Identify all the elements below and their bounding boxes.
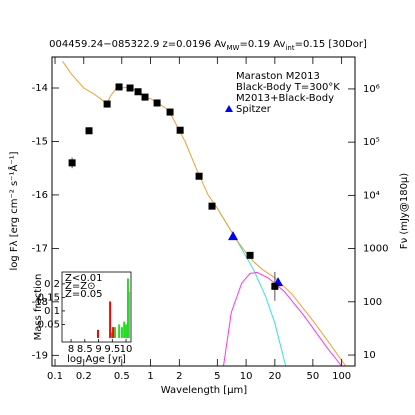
legend-label: M2013+Black-Body	[236, 93, 334, 104]
x-axis-label: Wavelength [μm]	[161, 385, 248, 396]
inset-bar	[114, 327, 117, 338]
chart-title: 004459.24−085322.9 z=0.0196 AvMW=0.19 Av…	[49, 39, 367, 52]
legend-label: Spitzer	[236, 104, 272, 115]
inset-x-label: log Age [yr]	[67, 354, 126, 365]
inset-bar	[109, 301, 112, 338]
legend-label: Black-Body T=300°K	[236, 82, 340, 93]
inset-bar	[120, 327, 123, 338]
y-tick-label: -15	[32, 136, 48, 147]
x-tick-label: 0.5	[114, 371, 130, 382]
photometry-point	[195, 172, 203, 180]
inset-y-tick-label: 0.15	[38, 292, 60, 303]
title-part: MW	[226, 44, 239, 52]
inset-bar	[123, 321, 126, 338]
title-part: 004459.24−085322.9 z=0.0196 Av	[49, 39, 226, 50]
x-tick-label: 20	[268, 371, 281, 382]
y-tick-label: -16	[32, 190, 48, 201]
inset-bar	[111, 332, 114, 338]
y2-tick-label: 10	[363, 350, 376, 361]
x-tick-label: 100	[332, 371, 351, 382]
x-tick-label: 0.2	[76, 371, 92, 382]
x-tick-label: 2	[176, 371, 182, 382]
photometry-point	[166, 108, 174, 116]
spitzer-point	[228, 231, 239, 241]
inset-bar	[97, 329, 100, 338]
y-tick-label: -19	[32, 350, 48, 361]
inset-legend-label: Z<0.01	[65, 273, 103, 284]
y2-tick-label: 10⁶	[363, 84, 380, 95]
photometry-point	[176, 126, 184, 134]
x-tick-label: 1	[147, 371, 153, 382]
inset-y-tick-label: 0.2	[44, 279, 60, 290]
inset-x-tick-label: 8.5	[77, 344, 93, 355]
photometry-point	[141, 93, 149, 101]
plot-frame	[51, 56, 356, 367]
legend-label: Maraston M2013	[236, 71, 320, 82]
inset-x-tick-label: 9	[95, 344, 101, 355]
inset-x-tick-label: 10	[120, 344, 133, 355]
model-line	[223, 271, 342, 366]
y2-tick-label: 10⁴	[363, 190, 380, 201]
y-tick-label: -17	[32, 243, 48, 254]
y-axis-label: log Fλ [erg cm⁻² s⁻¹Å⁻¹]	[7, 151, 20, 270]
photometry-point	[68, 159, 76, 167]
y2-axis-label: Fν (mJy@180μ)	[399, 173, 410, 249]
inset-y-label: Mass fraction	[33, 274, 44, 341]
photometry-point	[271, 282, 279, 290]
inset-bar	[112, 327, 115, 338]
inset-legend-label: Z=Z⊙	[65, 281, 95, 292]
photometry-point	[126, 84, 134, 92]
title-part: =0.19 Av	[239, 39, 285, 50]
x-tick-label: 10	[240, 371, 253, 382]
photometry-point	[208, 202, 216, 210]
y-tick-label: -14	[32, 83, 48, 94]
inset-bar	[125, 324, 128, 338]
photometry-point	[246, 251, 254, 259]
y2-tick-label: 10⁵	[363, 137, 380, 148]
x-tick-label: 0.1	[47, 371, 63, 382]
inset-x-tick-label: 9.5	[104, 344, 120, 355]
y2-tick-label: 100	[363, 297, 382, 308]
photometry-point	[153, 99, 161, 107]
inset-bar	[118, 324, 121, 338]
inset-bar	[127, 292, 130, 338]
x-tick-label: 5	[214, 371, 220, 382]
photometry-point	[103, 100, 111, 108]
x-tick-label: 50	[307, 371, 320, 382]
photometry-point	[115, 83, 123, 91]
photometry-point	[134, 88, 142, 96]
inset-legend-label: Z=0.05	[65, 289, 103, 300]
y-tick-label: -18	[32, 297, 48, 308]
y2-tick-label: 1000	[363, 244, 388, 255]
title-part: int	[285, 44, 294, 52]
title-part: =0.15 [30Dor]	[295, 39, 367, 50]
inset-y-tick-label: 0.1	[44, 306, 60, 317]
inset-x-tick-label: 8	[68, 344, 74, 355]
photometry-point	[85, 127, 93, 135]
inset-y-tick-label: 0.05	[38, 319, 60, 330]
legend-marker	[225, 105, 233, 112]
